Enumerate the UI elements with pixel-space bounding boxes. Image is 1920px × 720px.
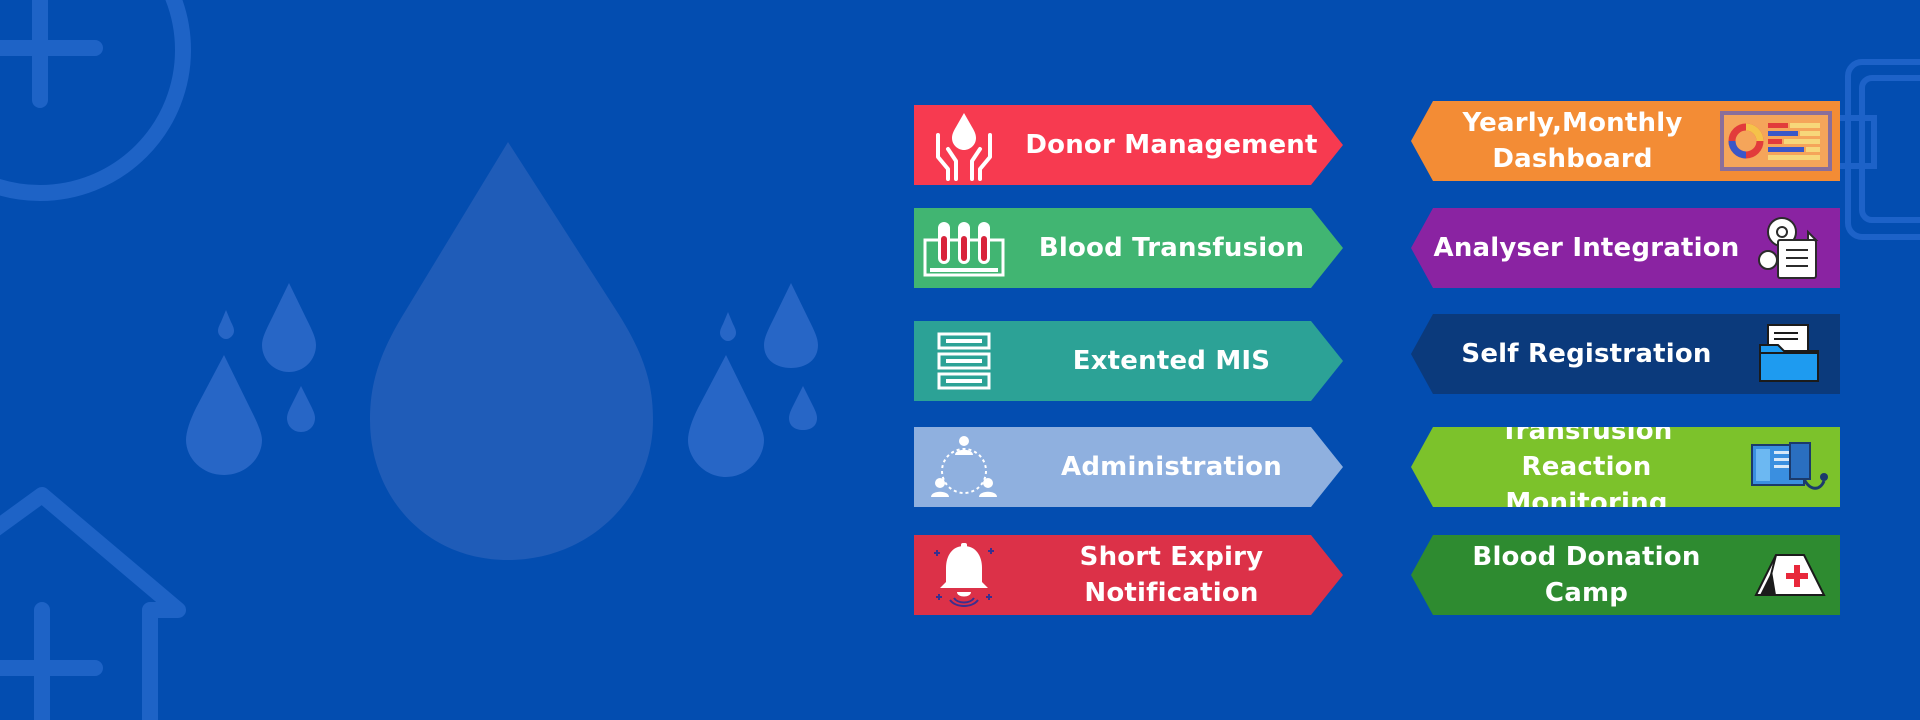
feature-self-registration[interactable]: Self Registration bbox=[1411, 314, 1840, 394]
feature-short-expiry-notification[interactable]: Short Expiry Notification bbox=[914, 535, 1343, 615]
feature-label: Donor Management bbox=[1025, 130, 1318, 160]
feature-label: Short Expiry Notification bbox=[1079, 542, 1264, 608]
test-tubes-icon bbox=[914, 208, 1014, 288]
feature-label: Extented MIS bbox=[1072, 346, 1271, 376]
feature-donor-management[interactable]: Donor Management bbox=[914, 105, 1343, 185]
house-plus-icon bbox=[0, 487, 186, 720]
feature-blood-transfusion[interactable]: Blood Transfusion bbox=[914, 208, 1343, 288]
people-network-icon bbox=[914, 427, 1014, 507]
medical-tent-icon bbox=[1740, 535, 1840, 615]
feature-label: Transfusion Reaction Monitoring bbox=[1500, 416, 1673, 518]
feature-label: Self Registration bbox=[1461, 339, 1712, 369]
small-blood-drops-right bbox=[688, 283, 818, 477]
small-blood-drops-left bbox=[186, 283, 316, 475]
feature-administration[interactable]: Administration bbox=[914, 427, 1343, 507]
feature-yearly-monthly-dashboard[interactable]: Yearly,Monthly Dashboard bbox=[1411, 101, 1840, 181]
medical-plus-circle-icon bbox=[0, 0, 191, 201]
gear-document-icon bbox=[1740, 208, 1840, 288]
feature-label: Analyser Integration bbox=[1433, 233, 1740, 263]
feature-blood-donation-camp[interactable]: Blood Donation Camp bbox=[1411, 535, 1840, 615]
feature-label: Yearly,Monthly Dashboard bbox=[1462, 108, 1683, 174]
hands-blood-drop-icon bbox=[914, 105, 1014, 185]
bell-icon bbox=[914, 535, 1014, 615]
monitor-device-icon bbox=[1740, 427, 1840, 507]
folder-icon bbox=[1740, 314, 1840, 394]
feature-label: Blood Donation Camp bbox=[1472, 542, 1701, 608]
feature-transfusion-reaction-monitoring[interactable]: Transfusion Reaction Monitoring bbox=[1411, 427, 1840, 507]
feature-extented-mis[interactable]: Extented MIS bbox=[914, 321, 1343, 401]
feature-label: Administration bbox=[1061, 452, 1282, 482]
dashboard-chart-icon bbox=[1712, 101, 1840, 181]
large-blood-drop-icon bbox=[370, 142, 653, 560]
feature-analyser-integration[interactable]: Analyser Integration bbox=[1411, 208, 1840, 288]
server-stack-icon bbox=[914, 321, 1014, 401]
feature-label: Blood Transfusion bbox=[1038, 233, 1305, 263]
